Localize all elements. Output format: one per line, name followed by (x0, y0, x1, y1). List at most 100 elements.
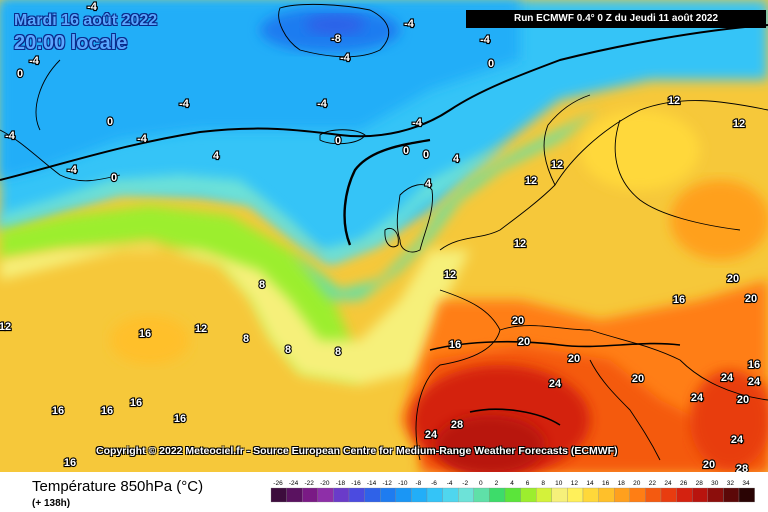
scale-swatch (692, 487, 708, 503)
scale-tick-label: -16 (351, 480, 361, 487)
scale-swatch (567, 487, 584, 503)
legend-subtitle: (+ 138h) (32, 498, 71, 509)
scale-tick-label: -6 (431, 480, 437, 487)
isotherm-label: 0 (111, 172, 117, 184)
scale-tick-label: 4 (510, 480, 514, 487)
model-run-badge: Run ECMWF 0.4° 0 Z du Jeudi 11 août 2022 (466, 10, 766, 28)
isotherm-label: 16 (449, 339, 461, 351)
isotherm-label: 20 (745, 293, 757, 305)
isotherm-label: -4 (317, 98, 328, 110)
isotherm-label: 12 (0, 321, 11, 333)
scale-swatch (286, 487, 303, 503)
temperature-field (0, 0, 768, 472)
scale-tick-label: -24 (289, 480, 299, 487)
scale-swatch (364, 487, 381, 503)
scale-tick-label: -20 (320, 480, 330, 487)
scale-tick-label: 20 (633, 480, 641, 487)
isotherm-label: -4 (87, 1, 98, 13)
scale-tick-label: 14 (586, 480, 594, 487)
scale-tick-label: 12 (571, 480, 579, 487)
scale-tick-label: 18 (618, 480, 626, 487)
scale-tick-label: -26 (273, 480, 283, 487)
isotherm-label: 12 (668, 95, 680, 107)
isotherm-label: 16 (673, 294, 685, 306)
isotherm-label: 0 (488, 58, 494, 70)
isotherm-label: 4 (425, 178, 432, 190)
scale-tick-label: 28 (696, 480, 704, 487)
isotherm-label: -4 (67, 164, 78, 176)
isotherm-label: 20 (737, 394, 749, 406)
isotherm-label: 8 (285, 344, 291, 356)
isotherm-label: -4 (404, 18, 415, 30)
scale-tick-label: -18 (336, 480, 346, 487)
isotherm-label: -4 (340, 52, 351, 64)
scale-tick-label: 16 (602, 480, 610, 487)
scale-swatch (645, 487, 662, 503)
isotherm-label: 12 (733, 118, 745, 130)
scale-swatch (504, 487, 521, 503)
isotherm-label: 24 (425, 429, 438, 441)
color-scale: -26 -24 -22 -20 -18 -16 -14 -12 -10 -8 -6 -4 -2 0 2 4 6 8… (270, 480, 755, 503)
isotherm-label: 8 (335, 346, 341, 358)
scale-swatch (411, 487, 428, 503)
scale-tick-label: 32 (727, 480, 735, 487)
scale-swatch (738, 487, 755, 503)
scale-tick-label: 22 (649, 480, 657, 487)
isotherm-label: 16 (174, 413, 186, 425)
scale-tick-label: 30 (711, 480, 719, 487)
scale-tick-label: 0 (479, 480, 483, 487)
scale-swatch (723, 487, 740, 503)
scale-swatch (707, 487, 724, 503)
isotherm-label: 24 (731, 434, 744, 446)
scale-swatch (660, 487, 677, 503)
coastlines (0, 3, 768, 461)
isotherm-label: 16 (52, 405, 64, 417)
isotherm-label: 12 (525, 175, 537, 187)
isotherm-label: 16 (101, 405, 113, 417)
legend-title: Température 850hPa (°C) (32, 478, 204, 495)
scale-swatch (333, 487, 350, 503)
scale-tick-label: -4 (447, 480, 453, 487)
scale-swatch (520, 487, 537, 503)
forecast-time: 20:00 locale (14, 32, 128, 54)
isotherm-label: 16 (130, 397, 142, 409)
scale-swatch (395, 487, 412, 503)
isotherm-value-labels: -4 -8 -4 -4 0 -4 -4 -4 -4 0 -4 0 0 0 4 4 -4 0 4 -4 -4 0 12 12 12… (0, 0, 762, 472)
scale-tick-label: 24 (664, 480, 672, 487)
isotherm-label: 16 (139, 328, 151, 340)
isotherm-label: 0 (403, 145, 409, 157)
isotherm-label: 16 (64, 457, 76, 469)
scale-tick-label: -2 (462, 480, 468, 487)
scale-swatch (473, 487, 490, 503)
isotherm-label: -8 (331, 33, 341, 45)
isotherm-label: -4 (179, 98, 190, 110)
scale-swatch (536, 487, 552, 503)
scale-swatch (676, 487, 693, 503)
isotherm-label: 20 (512, 315, 524, 327)
scale-swatch (551, 487, 568, 503)
scale-tick-label: -22 (304, 480, 314, 487)
map-canvas: -4 -8 -4 -4 0 -4 -4 -4 -4 0 -4 0 0 0 4 4 -4 0 4 -4 -4 0 12 12 12… (0, 0, 768, 472)
scale-tick-label: 26 (680, 480, 688, 487)
scale-swatch (582, 487, 599, 503)
isotherm-label: 16 (748, 359, 760, 371)
scale-swatch (426, 487, 443, 503)
isotherm-label: 0 (335, 135, 341, 147)
scale-swatch (317, 487, 334, 503)
isotherm-label: 8 (259, 279, 265, 291)
scale-tick-label: 6 (526, 480, 530, 487)
isotherm-label: 20 (568, 353, 580, 365)
isotherm-label: -4 (412, 117, 423, 129)
scale-swatch (302, 487, 318, 503)
isotherm-lines (0, 24, 768, 426)
isotherm-label: 20 (727, 273, 739, 285)
scale-swatch (270, 487, 287, 503)
scale-swatch (614, 487, 630, 503)
scale-swatch (442, 487, 459, 503)
scale-tick-label: 10 (555, 480, 563, 487)
isotherm-label: 12 (444, 269, 456, 281)
isotherm-label: -4 (137, 133, 148, 145)
isotherm-label: 24 (549, 378, 562, 390)
isotherm-label: 8 (243, 333, 249, 345)
scale-tick-label: -14 (367, 480, 377, 487)
